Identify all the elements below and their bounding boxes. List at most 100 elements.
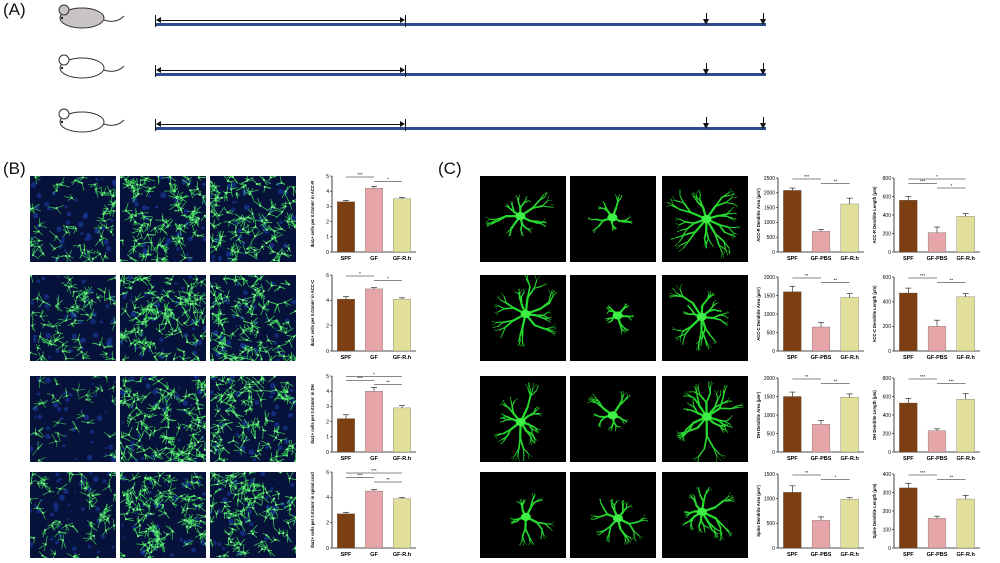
- microglia-cell: [46, 392, 58, 402]
- process: [180, 202, 186, 209]
- process: [244, 380, 248, 388]
- process: [252, 285, 260, 290]
- soma: [147, 223, 150, 226]
- soma: [51, 325, 54, 328]
- soma: [42, 252, 45, 255]
- nucleus-dot: [219, 259, 222, 262]
- soma: [276, 460, 279, 462]
- soma: [157, 296, 160, 299]
- nucleus-dot: [211, 260, 216, 262]
- process: [240, 377, 248, 384]
- soma: [286, 448, 289, 451]
- microglia-cell: [120, 451, 126, 462]
- soma: [171, 311, 174, 314]
- process: [236, 415, 243, 422]
- microglia-cell: [81, 252, 92, 262]
- microglia-cell: [211, 312, 221, 321]
- microglia-cell: [161, 244, 170, 254]
- microglia-cell: [153, 351, 161, 361]
- process: [61, 282, 70, 288]
- process: [200, 335, 206, 337]
- process: [243, 407, 251, 412]
- process: [56, 207, 61, 214]
- process: [85, 292, 94, 294]
- soma: [99, 226, 103, 229]
- soma: [140, 420, 143, 423]
- soma: [65, 225, 68, 228]
- soma: [217, 214, 220, 217]
- process: [204, 449, 206, 451]
- microglia-cell: [260, 440, 272, 450]
- soma: [211, 358, 215, 361]
- nucleus-dot: [247, 428, 250, 431]
- soma: [200, 385, 203, 389]
- microglia-cell: [87, 299, 97, 309]
- process: [210, 425, 218, 429]
- process: [218, 355, 226, 360]
- soma: [190, 287, 193, 290]
- soma: [110, 230, 113, 234]
- process: [254, 421, 259, 430]
- microglia-cell: [100, 187, 110, 197]
- process: [146, 426, 154, 428]
- process: [127, 418, 132, 427]
- microglia-cell: [210, 376, 218, 379]
- process: [260, 346, 269, 349]
- soma: [67, 285, 70, 288]
- process: [72, 244, 80, 247]
- mouse-body: [59, 57, 105, 79]
- process: [191, 352, 199, 359]
- process: [186, 211, 194, 219]
- soma: [137, 192, 140, 196]
- process: [165, 314, 168, 324]
- soma: [214, 186, 217, 189]
- microglia-cell: [83, 243, 87, 256]
- process: [285, 357, 292, 361]
- nucleus-dot: [59, 239, 65, 245]
- soma: [193, 311, 196, 314]
- process: [168, 419, 177, 421]
- soma: [164, 308, 167, 311]
- soma: [155, 316, 158, 319]
- nucleus-dot: [99, 320, 103, 324]
- process: [128, 426, 133, 435]
- process: [182, 358, 187, 361]
- microglia-cell: [250, 247, 260, 259]
- microglia-cell: [55, 303, 63, 312]
- soma: [248, 193, 251, 196]
- y-tick-label: 4: [326, 298, 329, 304]
- process: [85, 293, 90, 301]
- process: [214, 214, 220, 221]
- process: [144, 430, 151, 436]
- soma: [254, 235, 257, 238]
- process: [113, 195, 116, 197]
- nucleus-dot: [141, 205, 148, 211]
- soma: [292, 199, 295, 202]
- microglia-cell: [287, 439, 296, 451]
- process: [200, 294, 206, 298]
- soma: [255, 454, 258, 458]
- process: [56, 339, 65, 344]
- bar: [365, 391, 383, 453]
- soma: [244, 347, 247, 350]
- process: [38, 456, 46, 461]
- microglia-cell: [223, 289, 231, 302]
- soma: [228, 220, 231, 224]
- soma: [256, 330, 259, 334]
- process: [73, 420, 77, 429]
- soma: [65, 231, 68, 234]
- microglia-cell: [269, 448, 286, 460]
- process: [121, 329, 128, 335]
- process: [280, 323, 285, 330]
- process: [274, 234, 284, 239]
- process: [36, 434, 43, 439]
- soma: [164, 313, 167, 316]
- soma: [108, 435, 111, 438]
- process: [126, 443, 136, 447]
- soma: [154, 451, 157, 454]
- soma: [275, 455, 278, 458]
- nucleus-dot: [231, 182, 237, 188]
- process: [39, 400, 48, 405]
- arrow-right: [400, 17, 405, 23]
- process: [129, 181, 138, 186]
